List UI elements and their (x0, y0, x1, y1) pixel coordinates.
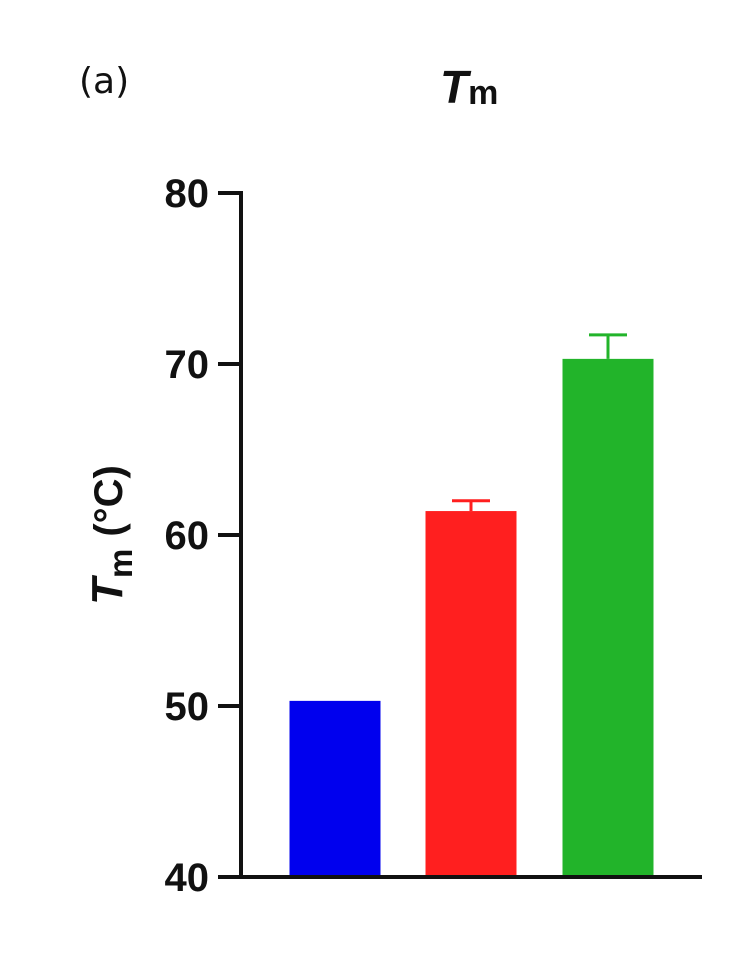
chart-title-main: T (440, 61, 472, 113)
y-ticks-layer: 40 50 60 70 80 (165, 172, 241, 900)
panel-label: (a) (79, 61, 129, 102)
error-bar-3 (589, 333, 627, 359)
bars-layer (289, 358, 654, 877)
y-tick-label: 80 (165, 172, 210, 216)
bar-1 (289, 700, 381, 877)
y-tick-label: 50 (165, 685, 210, 729)
error-bar-2 (452, 499, 490, 512)
bar-3 (562, 358, 654, 877)
bar-2 (425, 511, 517, 877)
error-bars-layer (452, 333, 627, 512)
y-tick-label: 70 (165, 343, 210, 387)
y-tick-label: 40 (165, 856, 210, 900)
y-axis-label-main: T (83, 575, 132, 605)
y-axis-label-subscript: m (102, 549, 139, 578)
y-axis-label: Tm (°C) (83, 465, 139, 605)
svg-text:Tm(°C): Tm (°C) (83, 465, 139, 605)
y-tick-label: 60 (165, 514, 210, 558)
y-axis-label-unit: (°C) (87, 465, 131, 537)
chart-title-subscript: m (468, 74, 498, 112)
chart-title: Tm (440, 61, 498, 113)
